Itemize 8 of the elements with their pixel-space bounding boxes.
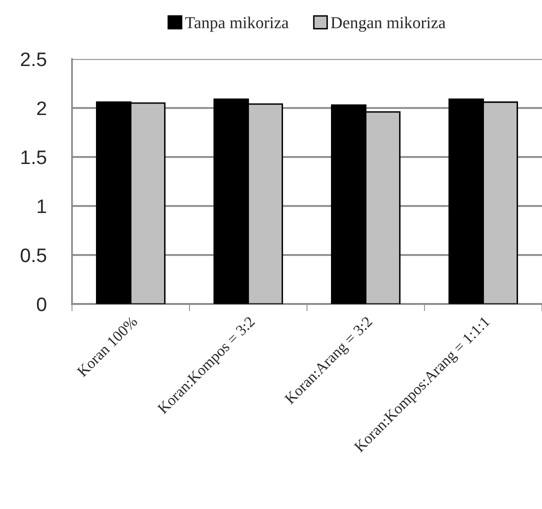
y-tick-label: 2.5 [20, 52, 46, 66]
y-tick-label: 0.5 [20, 248, 46, 262]
legend-label: Dengan mikoriza [330, 16, 446, 32]
y-tick-label: 0 [36, 297, 46, 312]
y-tick-label: 1.5 [21, 150, 46, 164]
legend-label: Tanpa mikoriza [185, 16, 289, 32]
y-tick-label: 2 [37, 101, 46, 116]
y-tick-label: 1 [38, 200, 46, 214]
